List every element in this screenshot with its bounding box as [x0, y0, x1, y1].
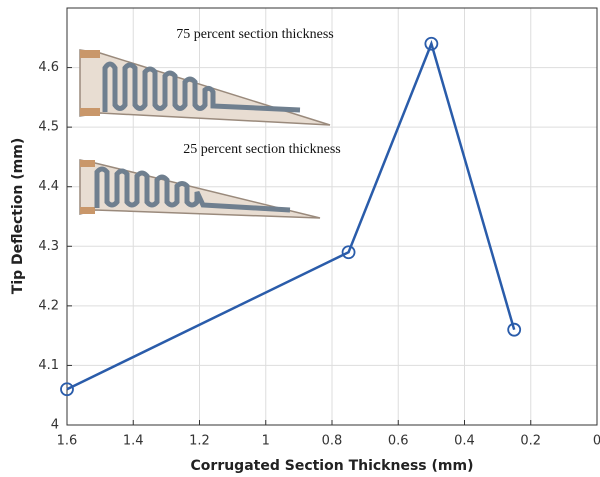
- y-tick-label: 4.1: [38, 358, 59, 373]
- annotation: 75 percent section thickness: [176, 27, 333, 42]
- x-tick-label: 0.2: [520, 434, 541, 449]
- x-tick-label: 0.8: [322, 434, 343, 449]
- x-tick-label: 1.4: [123, 434, 144, 449]
- y-tick-label: 4.4: [38, 179, 59, 194]
- x-tick-label: 1.2: [189, 434, 210, 449]
- x-tick-label: 0: [593, 434, 600, 449]
- data-line: [66, 39, 516, 391]
- y-tick-label: 4.2: [38, 298, 59, 313]
- annotation: 25 percent section thickness: [183, 142, 340, 157]
- data-point: [424, 36, 439, 51]
- data-point: [341, 245, 356, 260]
- grid: [66, 8, 598, 426]
- data-point: [60, 382, 74, 397]
- y-axis-label: Tip Deflection (mm): [10, 138, 26, 294]
- y-tick-label: 4.3: [38, 239, 59, 254]
- x-tick-label: 1.6: [57, 434, 78, 449]
- x-tick-label: 1: [262, 434, 270, 449]
- x-tick-label: 0.4: [454, 434, 475, 449]
- x-tick-label: 0.6: [388, 434, 409, 449]
- y-tick-label: 4.5: [38, 120, 59, 135]
- data-point: [507, 322, 522, 337]
- y-tick-label: 4.6: [38, 60, 59, 75]
- y-tick-label: 4: [51, 418, 59, 433]
- x-axis-label: Corrugated Section Thickness (mm): [191, 458, 474, 474]
- inset-figure: [79, 49, 331, 219]
